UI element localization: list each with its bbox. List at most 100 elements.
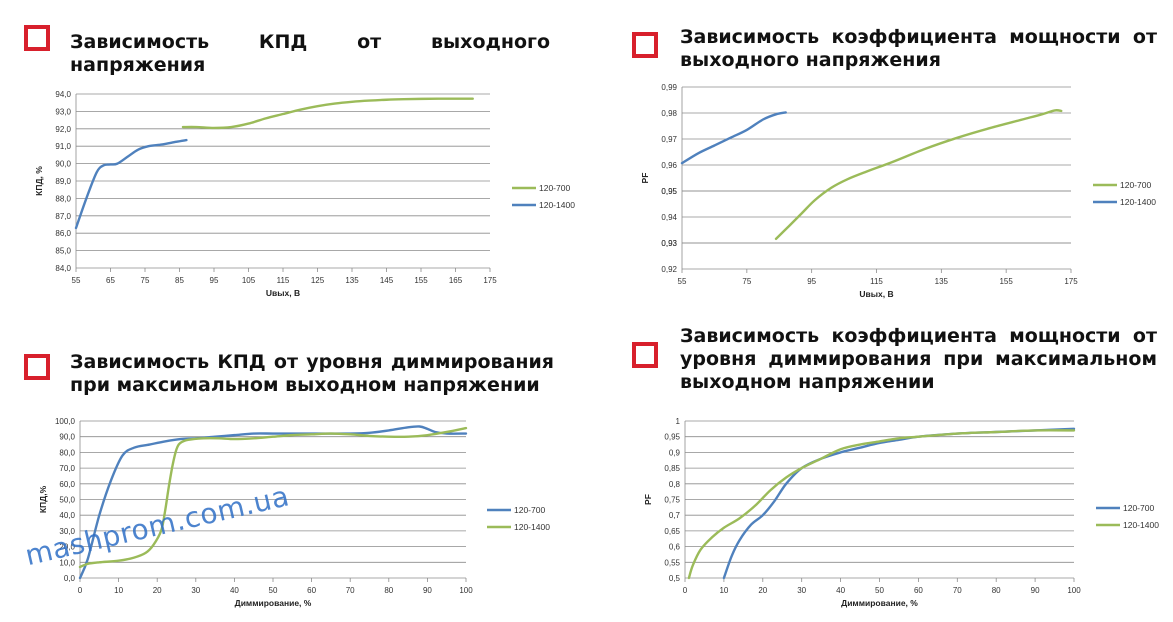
x-tick-label: 30 [191, 586, 200, 595]
x-tick-label: 155 [414, 276, 428, 285]
y-tick-label: 0,99 [661, 83, 677, 92]
x-tick-label: 50 [269, 586, 278, 595]
y-tick-label: 89,0 [55, 177, 71, 186]
x-tick-label: 55 [72, 276, 81, 285]
y-tick-label: 80,0 [59, 448, 75, 457]
y-tick-label: 0,0 [64, 574, 76, 583]
y-tick-label: 0,55 [664, 558, 680, 567]
series-line-120-1400 [680, 111, 787, 165]
x-tick-label: 165 [449, 276, 463, 285]
legend-label: 120-1400 [514, 522, 550, 532]
y-tick-label: 0,97 [661, 135, 677, 144]
y-axis-label: PF [640, 173, 650, 184]
series-line-120-700 [181, 97, 474, 130]
x-tick-label: 20 [153, 586, 162, 595]
x-tick-label: 95 [807, 277, 816, 286]
x-tick-label: 75 [141, 276, 150, 285]
legend-label: 120-700 [1123, 503, 1154, 513]
x-tick-label: 100 [459, 586, 473, 595]
x-tick-label: 40 [230, 586, 239, 595]
x-axis-label: Uвых, В [859, 289, 893, 299]
x-axis-label: Uвых, В [266, 288, 300, 298]
y-axis-label: КПД,% [38, 485, 48, 513]
x-tick-label: 0 [78, 586, 83, 595]
chart-title: Зависимость коэффициента мощности от вых… [680, 26, 1157, 71]
y-tick-label: 60,0 [59, 480, 75, 489]
x-tick-label: 85 [175, 276, 184, 285]
y-tick-label: 0,6 [669, 543, 681, 552]
y-tick-label: 0,65 [664, 527, 680, 536]
x-tick-label: 55 [678, 277, 687, 286]
x-tick-label: 70 [953, 586, 962, 595]
x-tick-label: 50 [875, 586, 884, 595]
series-line-120-700 [774, 109, 1063, 241]
x-tick-label: 10 [114, 586, 123, 595]
y-axis-label: PF [643, 494, 653, 505]
y-tick-label: 0,75 [664, 496, 680, 505]
y-tick-label: 0,98 [661, 109, 677, 118]
y-tick-label: 93,0 [55, 107, 71, 116]
series-line-120-1400 [687, 429, 1076, 580]
legend-label: 120-700 [514, 505, 545, 515]
y-tick-label: 0,95 [661, 187, 677, 196]
y-tick-label: 30,0 [59, 527, 75, 536]
series-line-120-700 [78, 425, 468, 580]
x-tick-label: 95 [210, 276, 219, 285]
x-tick-label: 100 [1067, 586, 1081, 595]
y-tick-label: 70,0 [59, 464, 75, 473]
red-square-icon [24, 354, 50, 380]
y-tick-label: 0,7 [669, 511, 681, 520]
x-tick-label: 90 [1031, 586, 1040, 595]
x-tick-label: 20 [758, 586, 767, 595]
y-tick-label: 0,5 [669, 574, 681, 583]
x-tick-label: 125 [311, 276, 325, 285]
x-tick-label: 60 [307, 586, 316, 595]
x-tick-label: 80 [384, 586, 393, 595]
legend-label: 120-700 [1120, 180, 1151, 190]
y-tick-label: 1 [676, 417, 681, 426]
y-tick-label: 0,93 [661, 239, 677, 248]
x-tick-label: 175 [1064, 277, 1078, 286]
x-tick-label: 115 [870, 277, 883, 286]
x-axis-label: Диммирование, % [841, 598, 918, 608]
series-line-120-1400 [74, 138, 188, 230]
legend-label: 120-700 [539, 183, 570, 193]
legend-label: 120-1400 [1123, 520, 1159, 530]
chart-title: Зависимость КПД от уровня диммирования п… [70, 351, 554, 396]
chart-title: Зависимость коэффициента мощности от уро… [680, 325, 1157, 393]
x-tick-label: 115 [277, 276, 290, 285]
y-tick-label: 40,0 [59, 511, 75, 520]
y-tick-label: 86,0 [55, 229, 71, 238]
y-tick-label: 100,0 [55, 417, 76, 426]
x-tick-label: 0 [683, 586, 688, 595]
x-tick-label: 145 [380, 276, 394, 285]
y-tick-label: 20,0 [59, 543, 75, 552]
series-line-120-700 [722, 427, 1076, 580]
x-tick-label: 155 [999, 277, 1013, 286]
x-tick-label: 135 [345, 276, 359, 285]
x-tick-label: 90 [423, 586, 432, 595]
y-tick-label: 50,0 [59, 496, 75, 505]
y-tick-label: 0,95 [661, 187, 677, 196]
y-tick-label: 0,9 [669, 448, 681, 457]
y-tick-label: 0,94 [661, 213, 677, 222]
x-axis-label: Диммирование, % [235, 598, 312, 608]
y-tick-label: 90,0 [55, 160, 71, 169]
y-tick-label: 90,0 [59, 433, 75, 442]
chart-title: Зависимость КПД от выходного напряжения [70, 31, 550, 76]
y-tick-label: 0,96 [661, 161, 677, 170]
y-tick-label: 10,0 [59, 558, 75, 567]
x-tick-label: 80 [992, 586, 1001, 595]
x-tick-label: 10 [719, 586, 728, 595]
y-tick-label: 84,0 [55, 264, 71, 273]
red-square-icon [632, 342, 658, 368]
x-tick-label: 175 [483, 276, 497, 285]
legend-label: 120-1400 [1120, 197, 1156, 207]
y-tick-label: 0,92 [661, 265, 677, 274]
y-tick-label: 94,0 [55, 90, 71, 99]
x-tick-label: 75 [742, 277, 751, 286]
y-tick-label: 0,85 [664, 464, 680, 473]
red-square-icon [24, 25, 50, 51]
series-line-120-1400 [78, 426, 468, 569]
